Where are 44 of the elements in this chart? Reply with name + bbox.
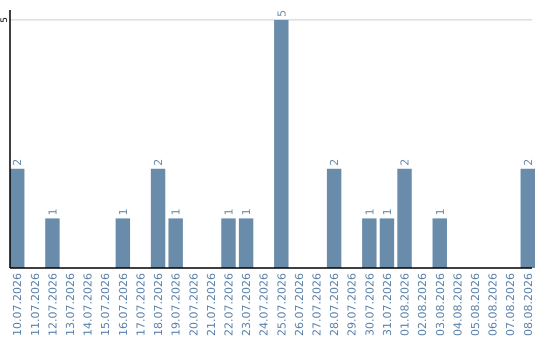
x-tick-label: 23.07.2026 <box>240 273 254 336</box>
data-label: 2 <box>522 158 535 166</box>
x-tick-label: 06.08.2026 <box>486 273 500 336</box>
x-tick-label: 30.07.2026 <box>363 273 376 336</box>
x-tick-label: 24.07.2026 <box>258 273 271 336</box>
x-tick-label: 05.08.2026 <box>468 273 482 336</box>
x-tick-label: 02.08.2026 <box>416 273 430 336</box>
x-tick-label: 01.08.2026 <box>398 273 412 336</box>
x-tick-label: 26.07.2026 <box>292 273 306 336</box>
data-label: 1 <box>434 208 447 216</box>
x-tick-label: 17.07.2026 <box>134 273 148 336</box>
data-label: 1 <box>380 208 394 216</box>
x-tick-label: 29.07.2026 <box>346 273 359 336</box>
x-tick-label: 28.07.2026 <box>328 273 342 336</box>
x-tick-label: 27.07.2026 <box>310 273 324 336</box>
x-tick-label: 25.07.2026 <box>275 273 288 336</box>
data-label: 2 <box>11 158 24 166</box>
x-tick-label: 31.07.2026 <box>380 273 394 336</box>
data-label: 5 <box>275 10 288 17</box>
data-label: 1 <box>222 208 236 216</box>
x-tick-label: 11.07.2026 <box>28 273 42 336</box>
x-tick-label: 21.07.2026 <box>204 273 218 336</box>
x-tick-label: 03.08.2026 <box>434 273 447 336</box>
x-tick-label: 22.07.2026 <box>222 273 236 336</box>
x-tick-label: 15.07.2026 <box>99 273 112 336</box>
x-tick-label: 14.07.2026 <box>82 273 95 336</box>
x-tick-label: 08.08.2026 <box>522 273 535 336</box>
data-label: 2 <box>398 158 412 166</box>
x-tick-label: 07.08.2026 <box>504 273 518 336</box>
x-tick-label: 18.07.2026 <box>152 273 166 336</box>
data-label: 1 <box>46 208 60 216</box>
data-label: 2 <box>328 158 342 166</box>
x-tick-label: 13.07.2026 <box>64 273 78 336</box>
data-label: 2 <box>152 158 166 166</box>
x-tick-label: 10.07.2026 <box>11 273 24 336</box>
data-label: 1 <box>170 208 183 216</box>
data-label: 1 <box>240 208 254 216</box>
x-tick-label: 20.07.2026 <box>187 273 200 336</box>
data-label: 1 <box>363 208 376 216</box>
x-tick-label: 16.07.2026 <box>116 273 130 336</box>
data-label: 1 <box>116 208 130 216</box>
x-tick-label: 12.07.2026 <box>46 273 60 336</box>
x-tick-label: 04.08.2026 <box>451 273 464 336</box>
x-tick-label: 19.07.2026 <box>170 273 183 336</box>
